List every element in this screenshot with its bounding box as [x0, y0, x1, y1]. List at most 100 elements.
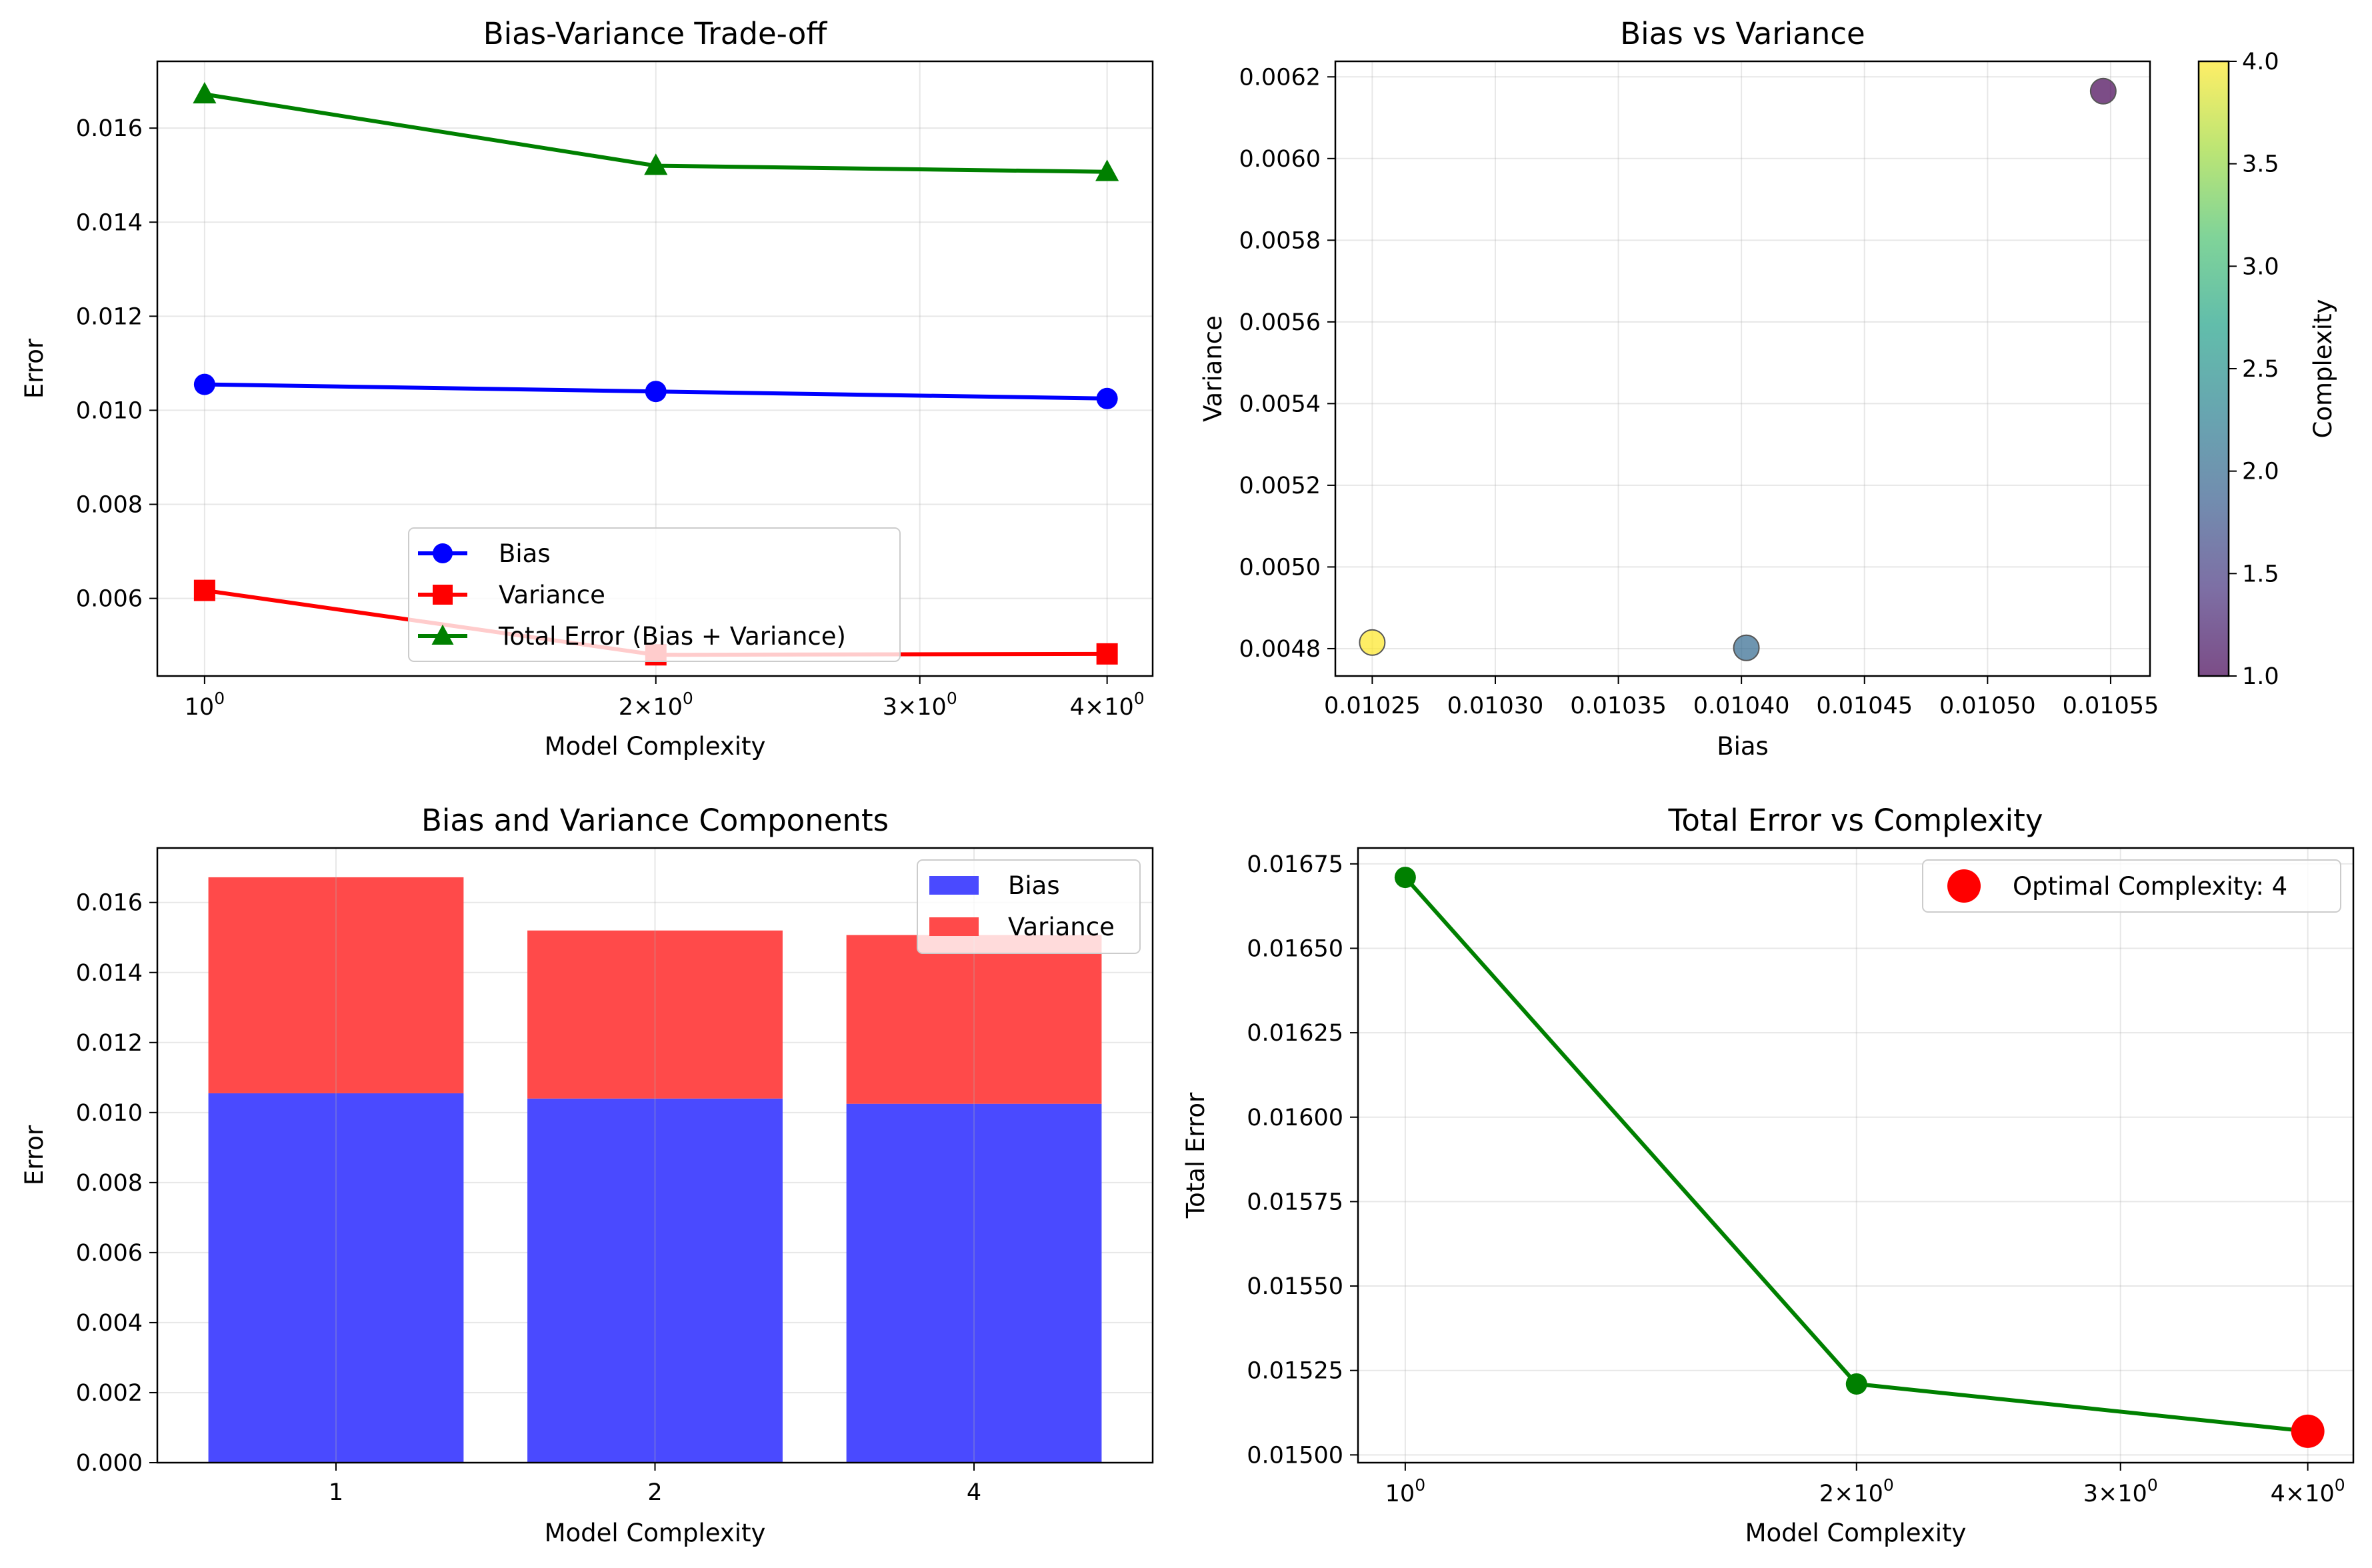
legend-label: Variance	[499, 581, 605, 609]
y-tick-label: 0.006	[76, 586, 143, 613]
y-tick-label: 0.01525	[1247, 1358, 1343, 1385]
data-point	[1096, 643, 1118, 665]
data-point	[1845, 1373, 1867, 1395]
data-point	[1394, 867, 1416, 889]
y-axis-label: Variance	[1199, 315, 1227, 422]
y-tick-label: 0.01650	[1247, 935, 1343, 962]
legend-box	[1922, 859, 2341, 913]
y-tick-label: 0.0058	[1239, 227, 1321, 254]
y-tick-label: 0.002	[76, 1380, 143, 1407]
chart-title: Total Error vs Complexity	[1668, 803, 2043, 838]
y-tick-label: 0.0052	[1239, 473, 1321, 499]
x-axis-label: Model Complexity	[545, 732, 766, 761]
y-tick-label: 0.01625	[1247, 1020, 1343, 1047]
x-axis-label: Model Complexity	[1745, 1519, 1967, 1547]
x-tick-label: 4×100	[1070, 689, 1145, 721]
y-tick-label: 0.012	[76, 1030, 143, 1057]
x-tick-label: 0.01030	[1447, 693, 1544, 719]
legend-label: Bias	[499, 539, 551, 568]
y-tick-label: 0.012	[76, 303, 143, 330]
colorbar-tick-label: 2.5	[2242, 356, 2279, 383]
legend-swatch	[929, 917, 979, 936]
y-tick-label: 0.0048	[1239, 636, 1321, 663]
bar-variance	[846, 935, 1102, 1104]
legend-marker	[1947, 869, 1981, 903]
data-point	[1095, 159, 1119, 181]
colorbar-tick-label: 3.5	[2242, 151, 2279, 178]
plot-frame	[1334, 60, 2151, 677]
colorbar-tick-label: 1.5	[2242, 561, 2279, 587]
y-tick-label: 0.0060	[1239, 146, 1321, 173]
x-tick-label: 0.01045	[1816, 693, 1913, 719]
x-tick-label: 0.01025	[1324, 693, 1421, 719]
y-tick-label: 0.008	[76, 492, 143, 519]
x-tick-label: 1	[329, 1479, 343, 1506]
scatter-point	[2089, 77, 2117, 105]
legend-label: Bias	[1008, 871, 1060, 900]
y-tick-label: 0.010	[76, 1100, 143, 1127]
legend-swatch	[929, 876, 979, 895]
colorbar	[2199, 61, 2229, 676]
y-tick-label: 0.01500	[1247, 1442, 1343, 1469]
y-tick-label: 0.016	[76, 115, 143, 142]
colorbar-tick-label: 1.0	[2242, 663, 2279, 690]
legend-label: Variance	[1008, 913, 1115, 941]
x-tick-label: 100	[1385, 1475, 1425, 1507]
bar-variance	[527, 930, 783, 1099]
y-tick-label: 0.01675	[1247, 851, 1343, 878]
bar-bias	[846, 1103, 1102, 1463]
y-tick-label: 0.006	[76, 1240, 143, 1267]
x-tick-label: 4	[967, 1479, 981, 1506]
x-tick-label: 100	[185, 689, 225, 721]
legend-box	[408, 527, 901, 662]
y-tick-label: 0.014	[76, 960, 143, 987]
bar-variance	[208, 877, 464, 1093]
x-tick-label: 0.01055	[2063, 693, 2159, 719]
x-axis-label: Model Complexity	[545, 1519, 766, 1547]
y-tick-label: 0.01575	[1247, 1189, 1343, 1215]
x-tick-label: 2×100	[619, 689, 693, 721]
legend-marker	[431, 624, 454, 645]
plot-frame	[1357, 847, 2355, 1464]
bar-bias	[527, 1098, 783, 1463]
x-tick-label: 2	[647, 1479, 662, 1506]
x-axis-label: Bias	[1717, 732, 1769, 761]
scatter-point	[1359, 629, 1386, 656]
y-axis-label: Error	[20, 1125, 49, 1185]
y-tick-label: 0.010	[76, 397, 143, 424]
y-tick-label: 0.014	[76, 209, 143, 236]
y-axis-label: Error	[20, 338, 49, 399]
y-tick-label: 0.008	[76, 1170, 143, 1197]
x-tick-label: 0.01040	[1693, 693, 1790, 719]
data-point	[644, 153, 668, 175]
y-tick-label: 0.0062	[1239, 64, 1321, 91]
optimal-point	[2291, 1414, 2325, 1448]
y-tick-label: 0.01550	[1247, 1273, 1343, 1300]
x-tick-label: 3×100	[2083, 1475, 2158, 1507]
y-tick-label: 0.0054	[1239, 391, 1321, 417]
scatter-point	[1733, 634, 1760, 661]
chart-title: Bias-Variance Trade-off	[483, 16, 827, 51]
y-tick-label: 0.0056	[1239, 309, 1321, 336]
data-point	[645, 381, 667, 403]
colorbar-tick-label: 4.0	[2242, 49, 2279, 75]
colorbar-tick-label: 3.0	[2242, 253, 2279, 280]
y-axis-label: Total Error	[1181, 1092, 1210, 1219]
y-tick-label: 0.000	[76, 1450, 143, 1477]
y-tick-label: 0.016	[76, 890, 143, 917]
legend-label: Optimal Complexity: 4	[2013, 872, 2287, 901]
chart-title: Bias and Variance Components	[421, 803, 889, 838]
y-tick-label: 0.0050	[1239, 554, 1321, 581]
data-point	[193, 373, 215, 395]
colorbar-label: Complexity	[2309, 299, 2337, 439]
data-point	[193, 81, 217, 104]
colorbar-tick-label: 2.0	[2242, 459, 2279, 485]
y-tick-label: 0.01600	[1247, 1105, 1343, 1131]
y-tick-label: 0.004	[76, 1310, 143, 1337]
x-tick-label: 2×100	[1819, 1475, 1894, 1507]
plot-frame	[156, 847, 1154, 1464]
x-tick-label: 3×100	[883, 689, 957, 721]
chart-title: Bias vs Variance	[1620, 16, 1865, 51]
legend-marker	[433, 543, 453, 563]
